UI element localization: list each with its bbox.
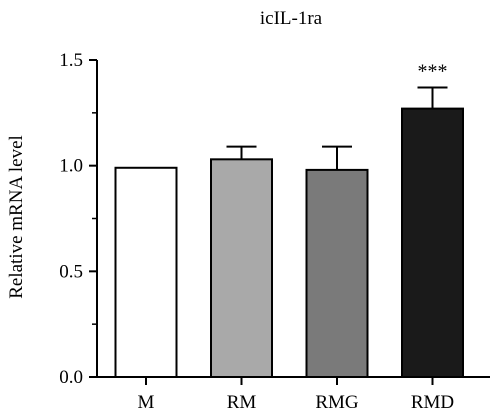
bar-rmg bbox=[305, 168, 369, 378]
x-tick-label: RMD bbox=[411, 392, 454, 413]
y-tick-label: 1.5 bbox=[59, 50, 83, 71]
labels-group: 0.0 0.5 1.0 1.5 M RM RMG RMD *** bbox=[59, 50, 454, 413]
x-tick-label: RMG bbox=[315, 392, 359, 413]
y-tick-label: 1.0 bbox=[59, 156, 83, 177]
x-tick-label: M bbox=[138, 392, 155, 413]
x-tick-label: RM bbox=[227, 392, 257, 413]
bar-m bbox=[114, 166, 178, 378]
bar-rmd bbox=[401, 107, 464, 379]
y-tick-label: 0.0 bbox=[59, 367, 83, 388]
chart-title: icIL-1ra bbox=[260, 8, 323, 29]
y-tick-label: 0.5 bbox=[59, 261, 83, 282]
y-axis-label: Relative mRNA level bbox=[6, 135, 27, 299]
significance-marker: *** bbox=[418, 60, 448, 82]
bar-rm bbox=[210, 158, 273, 378]
bars-group bbox=[114, 86, 464, 379]
